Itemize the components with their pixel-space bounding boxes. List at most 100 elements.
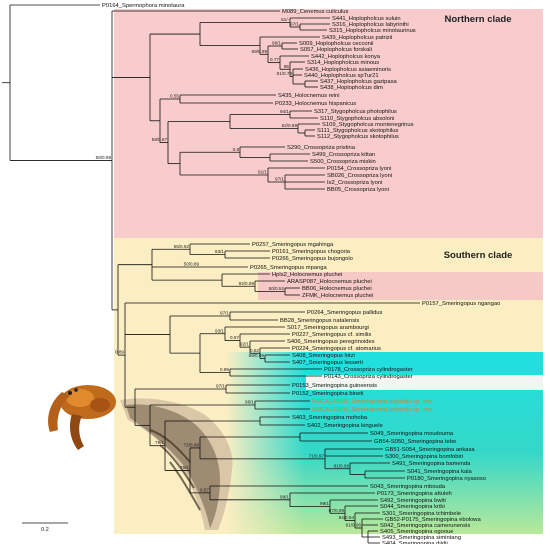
support-value: 71/0.97	[309, 453, 325, 458]
support-value: 0.52	[250, 348, 259, 353]
support-value: 99/1	[320, 501, 329, 506]
taxon-label: GB51-S054_Smeringopina ankasa	[385, 447, 475, 453]
taxon-label: BB28_Smeringopus natalensis	[280, 318, 359, 324]
taxon-label: P0257_Smeringopus mgahinga	[252, 242, 334, 248]
pluchei-background	[258, 272, 543, 300]
support-value: 50/0.52	[269, 286, 285, 291]
taxon-label: P0164_Spermophora minotaura	[102, 3, 185, 9]
taxon-label: ZFMK_Holocnemus pluchei	[302, 293, 373, 299]
taxon-label: S441_Hoplopholcus suluin	[332, 16, 401, 22]
taxon-label: S402_Smeringopina kinguele	[307, 423, 383, 429]
taxon-label: P0143_Crossopriza cylindrogaster	[324, 374, 413, 380]
taxon-label: S044_Smeringopina kribi	[380, 504, 445, 510]
support-value: 72/0.98	[184, 442, 200, 447]
taxon-label: S492_Smeringopina bwiti	[380, 498, 446, 504]
southern-clade-label: Southern clade	[444, 250, 513, 261]
support-value: 96/1	[272, 41, 281, 46]
support-value: 0.8	[233, 147, 240, 152]
taxon-label: S491_Smeringopina bamenda	[392, 461, 471, 467]
taxon-label: P0233_Holocnemus hispanicus	[275, 101, 356, 107]
spider-specimen-image	[48, 385, 233, 530]
taxon-label: S290_Crossopriza pristina	[287, 145, 356, 151]
northern-clade-label: Northern clade	[444, 14, 511, 25]
taxon-label: P0157_Smeringopus ngangao	[422, 301, 500, 307]
support-value: 58/0.99	[96, 155, 112, 160]
support-value: 51/0.73	[277, 71, 293, 76]
taxon-label: S406_Smeringopus peregrinoides	[287, 339, 375, 345]
polychila-highlight	[306, 375, 543, 390]
taxon-label: P0224_Smeringopus cf. atomarius	[292, 346, 381, 352]
taxon-label: S112_Stygopholcus skotophilus	[317, 134, 399, 140]
taxon-label: SB026_Crossopriza lyoni	[327, 173, 392, 179]
support-values: 58/0.9951/-97/169/0.9996/10.779551/0.730…	[96, 17, 362, 528]
taxon-label: S057_Hoplopholcus forskali	[300, 47, 372, 53]
taxon-label: P0161_Smeringopus chogoria	[272, 249, 351, 255]
support-value: 83/1	[215, 249, 224, 254]
taxon-label: S405_Smeringopina ogooue	[380, 529, 454, 535]
taxon-label: S404_Smeringopina djidji	[382, 541, 448, 544]
taxon-label: GB52-P0175_Smeringopina ebolowa	[385, 517, 481, 523]
taxon-label: S049_Smeringopina moudouma	[370, 431, 454, 437]
support-value: 97/1	[290, 22, 299, 27]
support-value: 69/0.99	[252, 49, 268, 54]
taxon-label: P0264_Smeringopus pallidus	[307, 310, 383, 316]
taxon-label: S017_Smeringopus arambourgi	[287, 325, 369, 331]
taxon-label: Hpls2_Holocnemus pluchei	[272, 272, 342, 278]
taxon-label: S300_Smeringopina bomfobiri	[385, 454, 463, 460]
support-value: 95	[284, 64, 290, 69]
support-value: 79/1	[155, 440, 164, 445]
taxon-label: S438_Hoplopholcus dim	[320, 85, 383, 91]
taxon-label: ARASP087_Holocnemus pluchei	[287, 279, 372, 285]
taxon-label: BB05_Crossopriza lyoni	[327, 187, 389, 193]
support-value: 50/0.89	[184, 262, 200, 267]
support-value: 97/1	[275, 177, 284, 182]
support-value: 97/1	[220, 311, 229, 316]
support-value: 87/0.99	[329, 508, 345, 513]
taxon-label: S493_Smeringopina simintang	[382, 535, 461, 541]
support-value: 62/0.69	[282, 123, 298, 128]
taxon-label: P0178_Crossopriza cylindrogaster	[324, 367, 413, 373]
taxon-label: S439_Hoplopholcus patrizii	[322, 35, 392, 41]
taxon-label: S110_Stygopholcus absoloni	[320, 116, 394, 122]
support-value: 0.57	[230, 335, 239, 340]
taxon-label: S041_Smeringopina kala	[407, 469, 473, 475]
taxon-label: S437_Hoplopholcus gazipasa	[320, 79, 397, 85]
taxon-label: RMCA247639_Smeringopina polychila sp. no…	[312, 399, 433, 405]
support-value: 51/-	[281, 17, 289, 22]
support-value: 0.89	[115, 350, 124, 355]
taxon-label: S111_Stygopholcus skotophilus	[317, 128, 398, 134]
taxon-label: S317_Stygopholcus photophilus	[314, 109, 397, 115]
northern-clade-background	[114, 9, 543, 244]
support-value: 61/0.96	[346, 523, 362, 528]
taxon-label: S442_Hoplopholcus konya	[311, 54, 381, 60]
taxon-label: S042_Smeringopina camerunensis	[380, 523, 470, 529]
support-value: 98/1	[245, 400, 254, 405]
taxon-label: P0265_Smeringopus mpanga	[250, 265, 327, 271]
support-value: 92/1	[240, 342, 249, 347]
support-value: 97/1	[216, 384, 225, 389]
support-value: 0.55	[170, 94, 179, 99]
taxon-label: S315_Hoplopholcus minotaurinus	[329, 28, 416, 34]
taxon-label: P0173_Smeringopina attuleh	[377, 491, 452, 497]
support-value: 99/1	[280, 494, 289, 499]
support-value: 0.89	[220, 367, 229, 372]
taxon-label: P0153_Smeringopina guineensis	[292, 383, 377, 389]
taxon-label: S407_Smeringopus lesserti	[292, 360, 363, 366]
taxon-label: S440_Hoplopholcus spTur21	[304, 73, 379, 79]
taxon-label: S500_Crossopriza miskin	[310, 159, 376, 165]
taxon-label: Is2_Crossopriza lyoni	[327, 180, 382, 186]
support-value: 0.57	[200, 487, 209, 492]
support-value: 59/0.67	[152, 137, 168, 142]
taxon-label: S314_Hoplopholcus minous	[307, 60, 379, 66]
taxon-label: P0180_Smeringopina nyasoso	[407, 476, 486, 482]
support-value: 55/0.92	[174, 244, 190, 249]
taxon-label: S436_Hoplopholcus asiaeminoris	[305, 67, 391, 73]
taxon-label: S408_Smeringopus lotzi	[292, 353, 355, 359]
taxon-label: S009_Hoplopholcus cecconii	[299, 41, 373, 47]
taxon-label: BB06_Holocnemus pluchei	[302, 286, 372, 292]
taxon-label: S316_Hoplopholcus labyrinthi	[332, 22, 409, 28]
scale-bar-label: 0.2	[41, 527, 49, 533]
support-value: 59/0.95	[249, 353, 265, 358]
support-value: 94/1	[280, 109, 289, 114]
